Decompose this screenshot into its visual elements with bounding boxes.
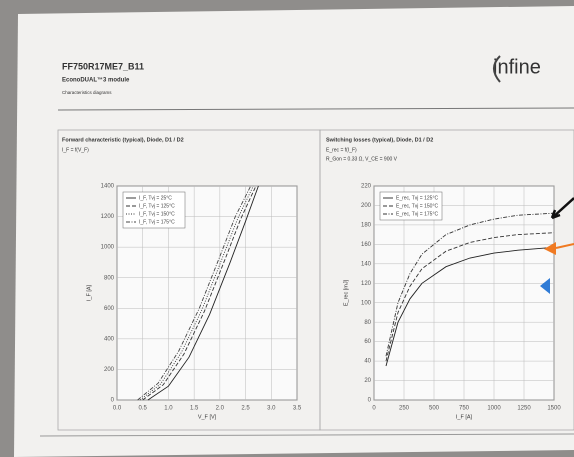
y-tick-label: 160: [361, 242, 372, 248]
y-tick-label: 100: [361, 300, 372, 306]
y-tick-label: 800: [104, 275, 115, 281]
x-tick-label: 500: [429, 406, 440, 412]
x-tick-label: 0.0: [113, 406, 122, 412]
legend-label: I_F, Tvj = 175°C: [139, 219, 175, 225]
section-name: Characteristics diagrams: [62, 90, 112, 95]
x-axis-label: I_F [A]: [456, 414, 473, 420]
x-tick-label: 2.0: [216, 406, 225, 412]
logo: infine: [493, 56, 541, 78]
x-tick-label: 3.0: [267, 406, 276, 412]
y-axis-label: I_F [A]: [86, 284, 92, 301]
legend-label: I_F, Tvj = 125°C: [139, 203, 175, 209]
y-tick-label: 220: [361, 184, 372, 190]
x-axis-label: V_F [V]: [198, 414, 217, 420]
chart-title: Forward characteristic (typical), Diode,…: [62, 137, 184, 143]
module-name: EconoDUAL™3 module: [62, 77, 130, 84]
y-tick-label: 1200: [101, 214, 115, 220]
legend-label: E_rec, Tvj = 125°C: [396, 195, 438, 201]
y-tick-label: 40: [364, 359, 371, 365]
y-tick-label: 600: [104, 306, 115, 312]
y-tick-label: 1000: [101, 245, 115, 251]
x-tick-label: 2.5: [241, 406, 250, 412]
y-tick-label: 180: [361, 222, 372, 228]
y-tick-label: 80: [364, 320, 371, 326]
legend-label: E_rec, Tvj = 175°C: [396, 211, 438, 217]
chart-subtitle: E_rec = f(I_F): [326, 147, 357, 153]
y-tick-label: 200: [361, 203, 372, 209]
x-tick-label: 1.5: [190, 406, 199, 412]
y-tick-label: 400: [104, 336, 115, 342]
y-tick-label: 20: [364, 378, 371, 384]
legend-label: E_rec, Tvj = 150°C: [396, 203, 438, 209]
y-tick-label: 1400: [101, 184, 115, 190]
y-axis-label: E_rec [mJ]: [343, 279, 349, 306]
y-tick-label: 140: [361, 261, 372, 267]
y-tick-label: 120: [361, 281, 372, 287]
x-tick-label: 1500: [547, 406, 561, 412]
x-tick-label: 0.5: [139, 406, 148, 412]
chart-note: R_Gon = 0.33 Ω, V_CE = 900 V: [326, 156, 398, 162]
part-number: FF750R17ME7_B11: [62, 61, 144, 71]
x-tick-label: 750: [459, 406, 470, 412]
legend-label: I_F, Tvj = 25°C: [139, 195, 172, 201]
y-tick-label: 200: [104, 367, 115, 373]
x-tick-label: 3.5: [293, 406, 302, 412]
legend-label: I_F, Tvj = 150°C: [139, 211, 175, 217]
chart-subtitle: I_F = f(V_F): [62, 147, 89, 153]
x-tick-label: 1.0: [164, 406, 173, 412]
x-tick-label: 1250: [517, 406, 531, 412]
x-tick-label: 250: [399, 406, 410, 412]
page-photo: FF750R17ME7_B11 EconoDUAL™3 module Chara…: [0, 0, 574, 457]
chart-title: Switching losses (typical), Diode, D1 / …: [326, 137, 433, 143]
x-tick-label: 1000: [487, 406, 501, 412]
y-tick-label: 60: [364, 339, 371, 345]
